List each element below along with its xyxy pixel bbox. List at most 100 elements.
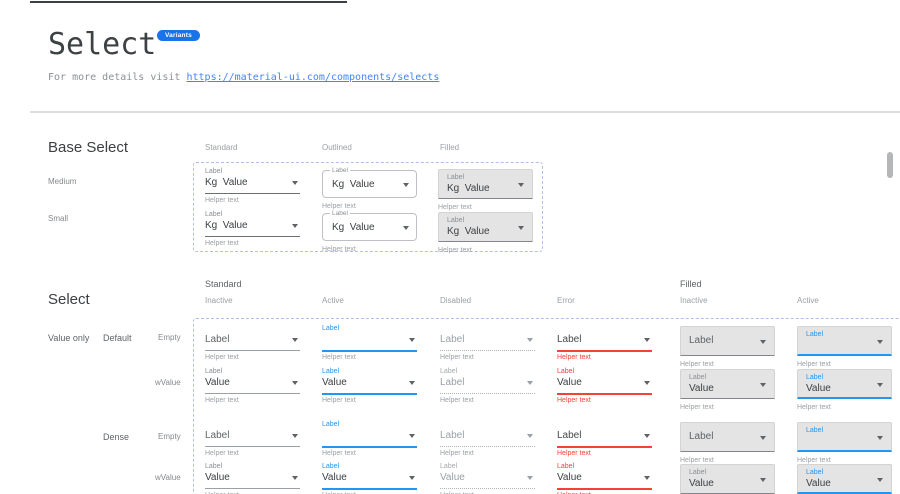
- row-variant-empty: Empty: [158, 333, 181, 342]
- select-value: Value: [806, 478, 831, 489]
- dropdown-arrow-icon: [409, 476, 415, 480]
- select-dense-wvalue-standard-disabled[interactable]: Label Value Helper text: [440, 463, 535, 494]
- base-select-filled-small[interactable]: Label Kg Value Helper text: [438, 211, 533, 254]
- floating-label: Label: [440, 368, 458, 375]
- dropdown-arrow-icon: [403, 226, 409, 230]
- column-header-standard: Standard: [205, 143, 238, 152]
- helper-text: Helper text: [440, 397, 474, 404]
- select-value: Value: [205, 472, 230, 483]
- floating-label: Label: [205, 168, 223, 175]
- select-default-wvalue-filled-active[interactable]: Label Value Helper text: [797, 368, 892, 411]
- floating-label: Label: [205, 463, 223, 470]
- base-select-heading: Base Select: [48, 139, 129, 156]
- select-value: Value: [806, 383, 831, 394]
- select-value: Value: [689, 383, 714, 394]
- select-label-text: Label: [689, 431, 714, 442]
- select-group-border: [193, 318, 900, 494]
- floating-label: Label: [806, 427, 824, 434]
- row-header-small: Small: [48, 214, 69, 223]
- dropdown-arrow-icon: [527, 338, 533, 342]
- underline: [557, 488, 652, 490]
- dropdown-arrow-icon: [760, 340, 766, 344]
- dropdown-arrow-icon: [518, 183, 524, 187]
- column-header-outlined: Outlined: [322, 143, 352, 152]
- dropdown-arrow-icon: [877, 383, 883, 387]
- select-value: Kg Value: [332, 222, 375, 233]
- helper-text: Helper text: [797, 457, 831, 464]
- select-default-wvalue-standard-disabled[interactable]: Label Label Helper text: [440, 368, 535, 408]
- dropdown-arrow-icon: [403, 183, 409, 187]
- underline: [205, 193, 300, 194]
- underline: [205, 236, 300, 237]
- select-default-empty-standard-disabled[interactable]: Label Helper text: [440, 325, 535, 365]
- helper-text: Helper text: [322, 450, 356, 457]
- base-select-standard-small[interactable]: Label Kg Value Helper text: [205, 211, 300, 251]
- floating-label: Label: [806, 374, 824, 381]
- helper-text: Helper text: [322, 354, 356, 361]
- dropdown-arrow-icon: [527, 434, 533, 438]
- select-dense-wvalue-standard-active[interactable]: Label Value Helper text: [322, 463, 417, 494]
- filled-box: Label Value: [797, 464, 892, 494]
- outlined-box: Label Kg Value: [322, 210, 417, 241]
- group-header-standard: Standard: [205, 279, 242, 289]
- select-default-wvalue-standard-inactive[interactable]: Label Value Helper text: [205, 368, 300, 408]
- select-value: Kg Value: [447, 226, 490, 237]
- base-select-outlined-medium[interactable]: Label Kg Value Helper text: [322, 167, 417, 210]
- select-label-text: Label: [205, 430, 230, 441]
- helper-text: Helper text: [557, 450, 591, 457]
- floating-label: Label: [322, 421, 340, 428]
- filled-box: Label Value: [680, 369, 775, 399]
- select-default-wvalue-standard-active[interactable]: Label Value Helper text: [322, 368, 417, 408]
- helper-text: Helper text: [440, 450, 474, 457]
- base-select-outlined-small[interactable]: Label Kg Value Helper text: [322, 210, 417, 253]
- select-dense-empty-standard-active[interactable]: Label Helper text: [322, 421, 417, 461]
- filled-box: Label: [797, 422, 892, 452]
- row-variant-wvalue: wValue: [155, 378, 181, 387]
- select-value: Kg Value: [332, 179, 375, 190]
- floating-label: Label: [322, 325, 340, 332]
- floating-label: Label: [440, 463, 458, 470]
- helper-text: Helper text: [557, 397, 591, 404]
- dropdown-arrow-icon: [527, 476, 533, 480]
- filled-box: Label: [680, 422, 775, 452]
- filled-box: Label Value: [680, 464, 775, 494]
- select-dense-empty-filled-inactive[interactable]: Label Helper text: [680, 421, 775, 464]
- select-default-empty-standard-inactive[interactable]: Label Helper text: [205, 325, 300, 365]
- group-header-filled: Filled: [680, 279, 702, 289]
- select-dense-wvalue-standard-inactive[interactable]: Label Value Helper text: [205, 463, 300, 494]
- select-default-empty-standard-error[interactable]: Label Helper text: [557, 325, 652, 365]
- helper-text: Helper text: [797, 404, 831, 411]
- variants-badge: Variants: [157, 30, 200, 41]
- select-dense-wvalue-standard-error[interactable]: Label Value Helper text: [557, 463, 652, 494]
- material-ui-link[interactable]: https://material-ui.com/components/selec…: [186, 72, 440, 83]
- helper-text: Helper text: [205, 492, 239, 494]
- select-default-wvalue-filled-inactive[interactable]: Label Value Helper text: [680, 368, 775, 411]
- dropdown-arrow-icon: [292, 434, 298, 438]
- select-dense-empty-standard-error[interactable]: Label Helper text: [557, 421, 652, 461]
- underline: [205, 446, 300, 447]
- select-dense-empty-filled-active[interactable]: Label Helper text: [797, 421, 892, 464]
- floating-label: Label: [205, 211, 223, 218]
- base-select-filled-medium[interactable]: Label Kg Value Helper text: [438, 168, 533, 211]
- helper-text: Helper text: [322, 246, 356, 253]
- filled-box: Label Kg Value: [438, 212, 533, 242]
- row-section-dense: Dense: [103, 432, 130, 442]
- helper-text: Helper text: [557, 354, 591, 361]
- select-default-empty-standard-active[interactable]: Label Helper text: [322, 325, 417, 365]
- select-dense-empty-standard-disabled[interactable]: Label Helper text: [440, 421, 535, 461]
- select-dense-empty-standard-inactive[interactable]: Label Helper text: [205, 421, 300, 461]
- top-divider: [30, 1, 347, 3]
- select-default-empty-filled-inactive[interactable]: Label Helper text: [680, 325, 775, 368]
- base-select-standard-medium[interactable]: Label Kg Value Helper text: [205, 168, 300, 208]
- select-default-empty-filled-active[interactable]: Label Helper text: [797, 325, 892, 368]
- row-header-medium: Medium: [48, 177, 77, 186]
- scrollbar-thumb[interactable]: [887, 152, 893, 178]
- select-default-wvalue-standard-error[interactable]: Label Value Helper text: [557, 368, 652, 408]
- helper-text: Helper text: [440, 354, 474, 361]
- filled-box: Label Value: [797, 369, 892, 399]
- outlined-box: Label Kg Value: [322, 167, 417, 198]
- underline: [440, 488, 535, 489]
- dropdown-arrow-icon: [292, 181, 298, 185]
